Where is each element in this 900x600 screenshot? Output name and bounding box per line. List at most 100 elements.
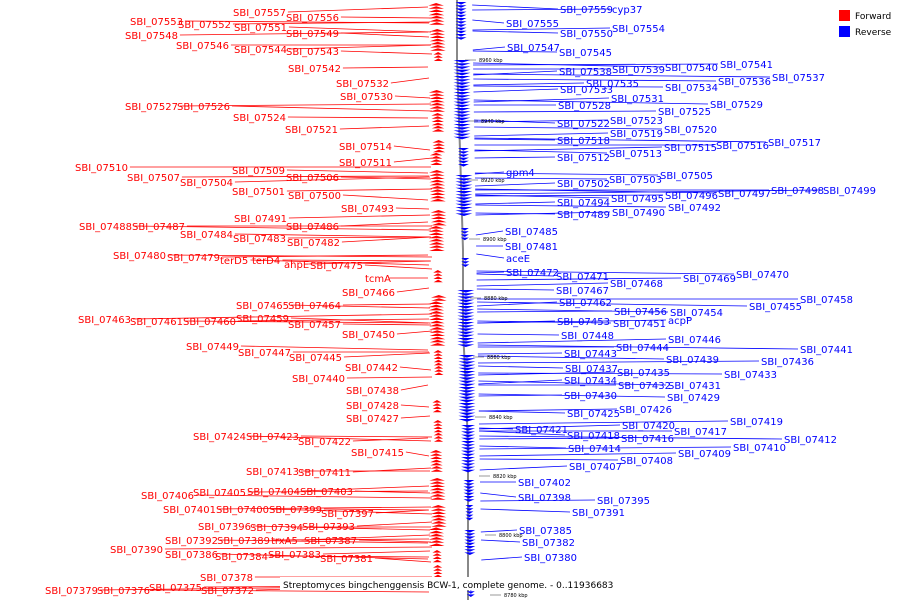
reverse-gene-label[interactable]: SBI_07497 (718, 189, 771, 200)
reverse-gene-label[interactable]: SBI_07502 (557, 179, 610, 190)
reverse-gene-label[interactable]: SBI_07436 (761, 357, 814, 368)
reverse-gene-label[interactable]: SBI_07426 (619, 405, 672, 416)
forward-gene-label[interactable]: SBI_07527 (125, 102, 178, 113)
forward-gene-label[interactable]: SBI_07399 (269, 505, 322, 516)
reverse-gene-label[interactable]: SBI_07536 (718, 77, 771, 88)
forward-gene-label[interactable]: SBI_07445 (289, 353, 342, 364)
forward-gene-label[interactable]: SBI_07460 (183, 317, 236, 328)
forward-gene-label[interactable]: SBI_07459 (236, 314, 289, 325)
forward-gene-label[interactable]: SBI_07393 (302, 522, 355, 533)
reverse-gene-label[interactable]: SBI_07420 (622, 421, 675, 432)
forward-gene-label[interactable]: SBI_07390 (110, 545, 163, 556)
reverse-gene-label[interactable]: SBI_07512 (557, 153, 610, 164)
forward-gene-label[interactable]: SBI_07500 (288, 191, 341, 202)
reverse-gene-label[interactable]: SBI_07489 (557, 210, 610, 221)
reverse-gene-label[interactable]: SBI_07554 (612, 24, 665, 35)
reverse-gene-label[interactable]: SBI_07395 (597, 496, 650, 507)
forward-gene-label[interactable]: SBI_07530 (340, 92, 393, 103)
forward-gene-label[interactable]: SBI_07551 (234, 23, 287, 34)
forward-gene-label[interactable]: SBI_07383 (268, 550, 321, 561)
forward-gene-label[interactable]: SBI_07449 (186, 342, 239, 353)
forward-gene-label[interactable]: SBI_07461 (130, 317, 183, 328)
reverse-gene-label[interactable]: SBI_07425 (567, 409, 620, 420)
reverse-gene-label[interactable]: SBI_07444 (616, 343, 669, 354)
forward-gene-label[interactable]: SBI_07543 (286, 47, 339, 58)
reverse-gene-label[interactable]: SBI_07456 (614, 307, 667, 318)
forward-gene-label[interactable]: SBI_07463 (78, 315, 131, 326)
forward-gene-label[interactable]: SBI_07464 (288, 301, 341, 312)
forward-gene-label[interactable]: SBI_07504 (180, 178, 233, 189)
reverse-gene-label[interactable]: SBI_07531 (611, 94, 664, 105)
forward-gene-label[interactable]: SBI_07423 (246, 432, 299, 443)
reverse-gene-label[interactable]: SBI_07538 (559, 67, 612, 78)
reverse-gene-label[interactable]: SBI_07434 (564, 376, 617, 387)
forward-gene-label[interactable]: SBI_07557 (233, 8, 286, 19)
reverse-gene-label[interactable]: SBI_07391 (572, 508, 625, 519)
reverse-gene-label[interactable]: SBI_07534 (665, 83, 718, 94)
reverse-gene-label[interactable]: SBI_07513 (609, 149, 662, 160)
forward-gene-label[interactable]: SBI_07491 (234, 214, 287, 225)
forward-gene-label[interactable]: SBI_07372 (201, 586, 254, 597)
forward-gene-label[interactable]: SBI_07386 (165, 550, 218, 561)
forward-gene-label[interactable]: SBI_07482 (287, 238, 340, 249)
forward-gene-label[interactable]: SBI_07427 (346, 414, 399, 425)
forward-gene-label[interactable]: SBI_07401 (163, 505, 216, 516)
forward-gene-label[interactable]: SBI_07389 (217, 536, 270, 547)
reverse-gene-label[interactable]: SBI_07505 (660, 171, 713, 182)
reverse-gene-label[interactable]: SBI_07520 (664, 125, 717, 136)
forward-gene-label[interactable]: SBI_07532 (336, 79, 389, 90)
forward-gene-label[interactable]: SBI_07546 (176, 41, 229, 52)
forward-gene-label[interactable]: SBI_07511 (339, 158, 392, 169)
reverse-gene-label[interactable]: SBI_07468 (610, 279, 663, 290)
forward-gene-label[interactable]: SBI_07556 (286, 13, 339, 24)
reverse-gene-label[interactable]: SBI_07496 (665, 191, 718, 202)
reverse-gene-label[interactable]: SBI_07517 (768, 138, 821, 149)
reverse-gene-label[interactable]: SBI_07522 (557, 119, 610, 130)
forward-gene-label[interactable]: SBI_07396 (198, 522, 251, 533)
forward-gene-label[interactable]: SBI_07549 (286, 29, 339, 40)
reverse-gene-label[interactable]: SBI_07402 (518, 478, 571, 489)
reverse-gene-label[interactable]: SBI_07458 (800, 295, 853, 306)
forward-gene-label[interactable]: SBI_07480 (113, 251, 166, 262)
reverse-gene-label[interactable]: SBI_07541 (720, 60, 773, 71)
reverse-gene-label[interactable]: acpP (668, 316, 692, 327)
forward-gene-label[interactable]: SBI_07544 (234, 45, 287, 56)
reverse-gene-label[interactable]: SBI_07416 (621, 434, 674, 445)
forward-gene-label[interactable]: SBI_07501 (232, 187, 285, 198)
forward-gene-label[interactable]: SBI_07404 (247, 487, 300, 498)
reverse-gene-label[interactable]: SBI_07471 (556, 272, 609, 283)
forward-gene-label[interactable]: terD4 (252, 256, 280, 267)
reverse-gene-label[interactable]: cyp37 (612, 5, 643, 16)
reverse-gene-label[interactable]: SBI_07472 (506, 268, 559, 279)
reverse-gene-label[interactable]: SBI_07433 (724, 370, 777, 381)
forward-gene-label[interactable]: SBI_07415 (351, 448, 404, 459)
reverse-gene-label[interactable]: SBI_07451 (613, 319, 666, 330)
forward-gene-label[interactable]: SBI_07486 (286, 222, 339, 233)
reverse-gene-label[interactable]: SBI_07417 (674, 427, 727, 438)
reverse-gene-label[interactable]: SBI_07533 (560, 85, 613, 96)
forward-gene-label[interactable]: terD5 (220, 256, 248, 267)
forward-gene-label[interactable]: SBI_07392 (165, 536, 218, 547)
forward-gene-label[interactable]: SBI_07405 (193, 488, 246, 499)
forward-gene-label[interactable]: SBI_07381 (320, 554, 373, 565)
forward-gene-label[interactable]: SBI_07413 (246, 467, 299, 478)
forward-gene-label[interactable]: SBI_07542 (288, 64, 341, 75)
forward-gene-label[interactable]: SBI_07428 (346, 401, 399, 412)
forward-gene-label[interactable]: SBI_07479 (167, 253, 220, 264)
reverse-gene-label[interactable]: SBI_07470 (736, 270, 789, 281)
reverse-gene-label[interactable]: SBI_07503 (609, 175, 662, 186)
forward-gene-label[interactable]: SBI_07483 (233, 234, 286, 245)
forward-gene-label[interactable]: SBI_07488 (79, 222, 132, 233)
forward-gene-label[interactable]: SBI_07411 (298, 468, 351, 479)
forward-gene-label[interactable]: SBI_07475 (310, 261, 363, 272)
forward-gene-label[interactable]: SBI_07509 (232, 166, 285, 177)
reverse-gene-label[interactable]: SBI_07435 (617, 368, 670, 379)
reverse-gene-label[interactable]: SBI_07462 (559, 298, 612, 309)
forward-gene-label[interactable]: SBI_07552 (178, 20, 231, 31)
reverse-gene-label[interactable]: SBI_07419 (730, 417, 783, 428)
forward-gene-label[interactable]: SBI_07514 (339, 142, 392, 153)
forward-gene-label[interactable]: SBI_07466 (342, 288, 395, 299)
reverse-gene-label[interactable]: SBI_07518 (557, 136, 610, 147)
forward-gene-label[interactable]: SBI_07447 (238, 348, 291, 359)
